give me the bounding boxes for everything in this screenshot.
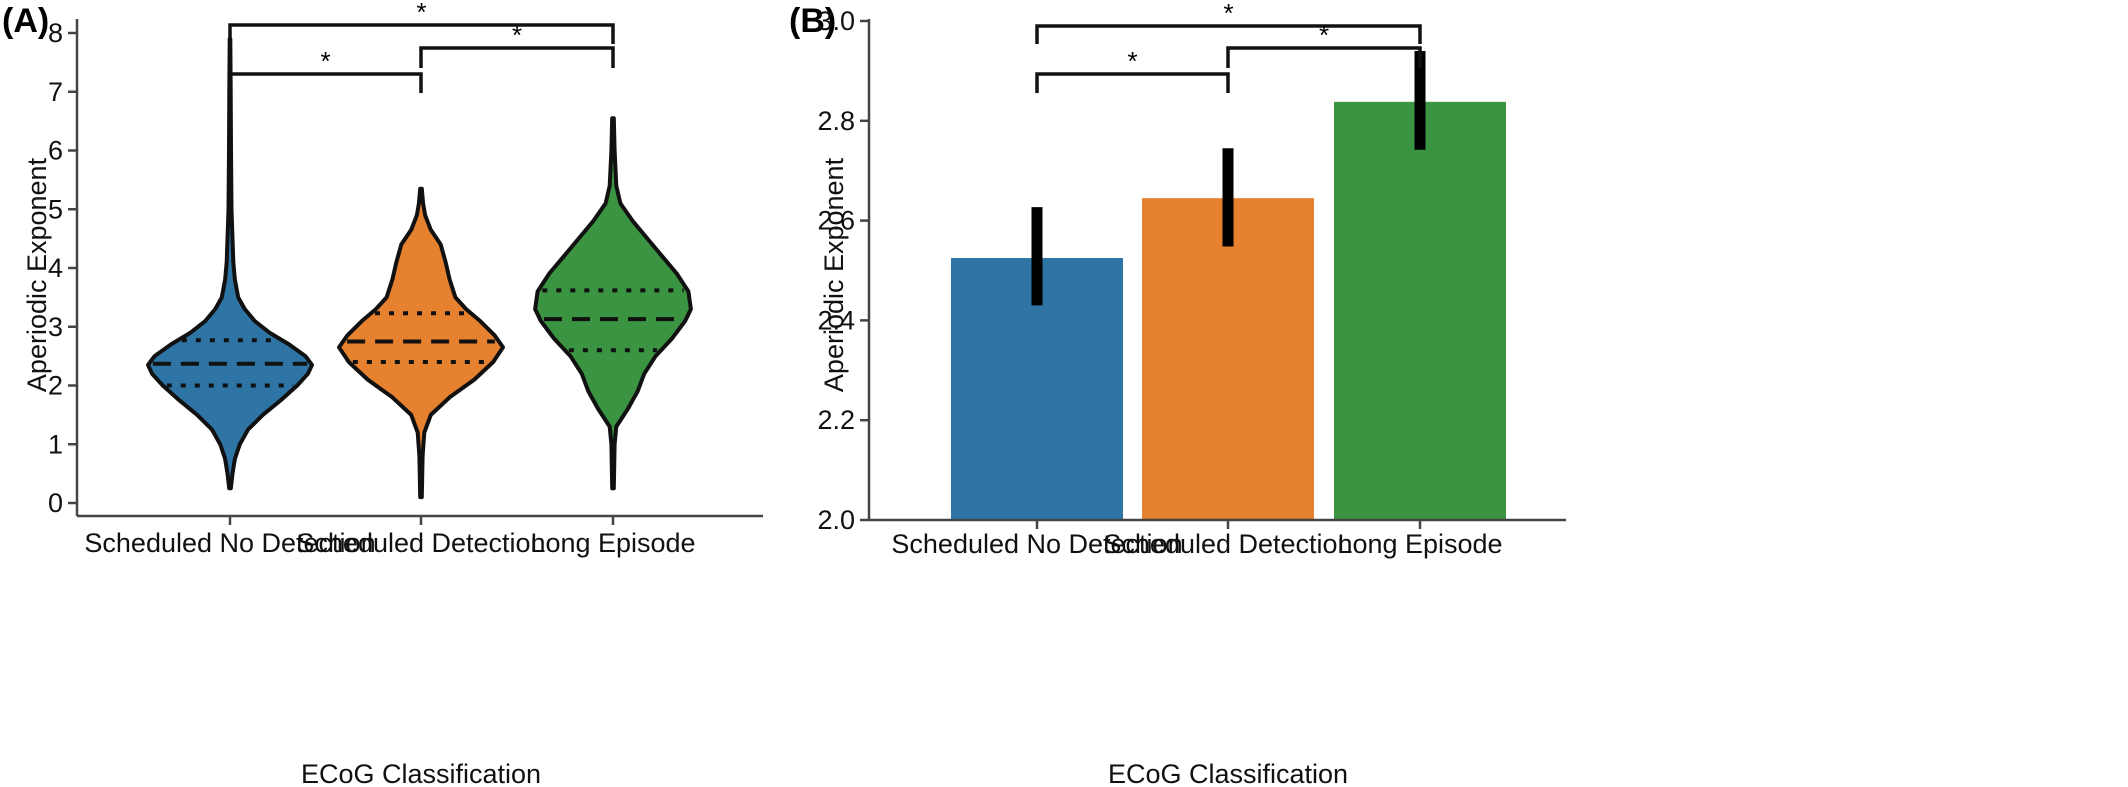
axes: 0 1 2 3 4 5 6 7 8 Scheduled No DetectionScheduled… <box>48 18 763 558</box>
panel-b-bar-chart: (B) * * * 2.0 2.2 2.4 2.6 2.8 3.0 Scheduled No D… <box>789 0 1566 787</box>
significance-bracket <box>419 46 615 68</box>
y-tick-label: 6 <box>48 136 63 166</box>
significance-bracket <box>228 72 423 93</box>
significance-bracket <box>228 23 615 44</box>
y-tick-label: 7 <box>48 77 63 107</box>
y-tick-label: 2.2 <box>817 405 855 435</box>
panel-a-violin-plot: (A) * * * 0 1 2 3 4 5 6 7 8 Scheduled No DetectionS… <box>2 0 763 787</box>
y-tick-label: 1 <box>48 429 63 459</box>
significance-marker: * <box>512 20 522 50</box>
y-tick-label: 0 <box>48 488 63 518</box>
significance-marker: * <box>1223 0 1233 28</box>
bars <box>951 50 1506 520</box>
y-tick-label: 2 <box>48 371 63 401</box>
y-tick-label: 8 <box>48 18 63 48</box>
significance-marker: * <box>1127 46 1137 76</box>
significance-marker: * <box>1319 20 1329 50</box>
violin-body <box>146 36 314 491</box>
bar <box>1142 198 1314 520</box>
axes: 2.0 2.2 2.4 2.6 2.8 3.0 Scheduled No Detection… <box>817 6 1566 559</box>
significance-brackets: * * * <box>228 0 615 93</box>
bar <box>1334 101 1506 520</box>
x-tick-label: Long Episode <box>1337 529 1502 559</box>
violins <box>146 36 693 500</box>
y-tick-label: 3 <box>48 312 63 342</box>
x-tick-label: Scheduled No Detection <box>891 529 1182 559</box>
significance-bracket <box>1035 24 1422 44</box>
y-tick-label: 2.8 <box>817 106 855 136</box>
x-axis-title: ECoG Classification <box>1108 759 1348 787</box>
x-tick-label: Scheduled Detection <box>1103 529 1352 559</box>
x-tick-label: Scheduled No Detection <box>84 528 375 558</box>
x-tick-label: Long Episode <box>530 528 695 558</box>
significance-bracket <box>1035 72 1230 93</box>
significance-brackets: * * * <box>1035 0 1422 93</box>
x-tick-label: Scheduled Detection <box>296 528 545 558</box>
y-axis-title: Aperiodic Exponent <box>22 157 52 392</box>
violin-body <box>533 116 693 491</box>
panel-label-b: (B) <box>789 2 836 40</box>
y-tick-label: 2.0 <box>817 505 855 535</box>
significance-marker: * <box>320 46 330 76</box>
y-tick-label: 2.6 <box>817 206 855 236</box>
y-axis-title: Aperiodic Exponent <box>819 157 849 392</box>
significance-marker: * <box>416 0 426 27</box>
y-tick-label: 5 <box>48 194 63 224</box>
y-tick-label: 4 <box>48 253 63 283</box>
panel-label-a: (A) <box>2 2 49 40</box>
y-tick-label: 2.4 <box>817 305 855 335</box>
x-axis-title: ECoG Classification <box>301 759 541 787</box>
y-tick-label: 3.0 <box>817 6 855 36</box>
significance-bracket <box>1226 46 1422 68</box>
